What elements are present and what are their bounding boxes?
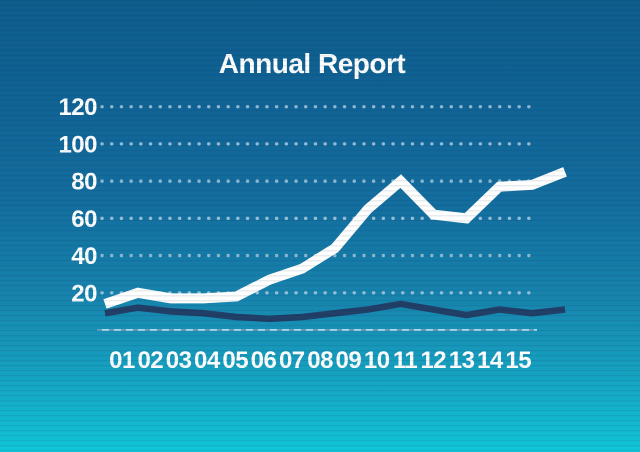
x-axis-label: 13 <box>449 347 475 374</box>
x-axis-label: 10 <box>364 347 390 374</box>
x-axis-label: 02 <box>137 347 163 374</box>
x-axis-label: 06 <box>251 347 277 374</box>
x-axis-label: 09 <box>336 347 362 374</box>
series-white-line <box>103 167 567 309</box>
series-navy-line <box>104 300 566 323</box>
x-axis-label: 15 <box>505 347 531 374</box>
y-axis-tick-label: 40 <box>71 243 97 270</box>
x-axis-label: 12 <box>420 347 446 374</box>
y-axis-tick-label: 60 <box>71 206 97 233</box>
x-axis-label: 11 <box>393 347 418 374</box>
y-axis-tick-label: 120 <box>58 94 97 121</box>
x-axis-label: 07 <box>279 347 305 374</box>
y-axis-tick-label: 100 <box>58 131 97 158</box>
x-axis-label: 08 <box>307 347 333 374</box>
x-axis-label: 05 <box>222 347 248 374</box>
chart-title: Annual Report <box>218 48 406 79</box>
y-axis-tick-label: 80 <box>71 169 97 196</box>
x-axis-label: 04 <box>194 347 221 374</box>
y-axis-tick-label: 20 <box>71 280 97 307</box>
x-axis-label: 03 <box>166 347 192 374</box>
x-axis-label: 14 <box>477 347 504 374</box>
x-axis-label: 01 <box>109 347 135 374</box>
